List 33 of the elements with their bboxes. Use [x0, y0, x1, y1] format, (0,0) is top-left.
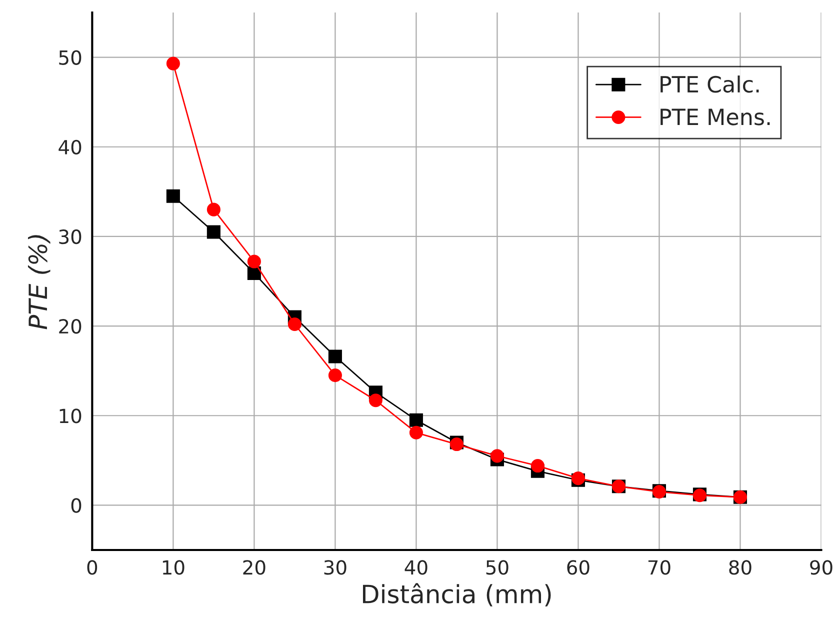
- x-tick-label: 50: [486, 560, 508, 575]
- point: [247, 254, 261, 268]
- point: [409, 426, 423, 440]
- point: [206, 225, 220, 239]
- point: [328, 368, 342, 382]
- point: [490, 449, 504, 463]
- point: [206, 202, 220, 216]
- legend-label: PTE Mens.: [660, 108, 770, 126]
- x-tick-label: 10: [162, 560, 184, 575]
- point: [530, 459, 544, 473]
- x-tick-label: 60: [567, 560, 590, 575]
- point: [328, 350, 342, 364]
- y-tick-label: 0: [71, 498, 82, 513]
- point: [288, 317, 302, 332]
- x-tick-label: 0: [87, 560, 98, 575]
- y-axis-title: PTE (%): [28, 235, 50, 330]
- x-tick-label: 20: [243, 560, 266, 575]
- x-tick-label: 70: [648, 560, 670, 575]
- point: [368, 394, 382, 408]
- point: [409, 413, 423, 427]
- y-tick-label: 40: [58, 140, 82, 155]
- x-axis-title: Distância (mm): [362, 583, 551, 606]
- y-tick-label: 20: [59, 319, 82, 334]
- y-tick-label: 10: [60, 408, 82, 424]
- point: [166, 56, 180, 70]
- y-tick-label: 50: [59, 50, 82, 65]
- x-tick-label: 90: [810, 560, 832, 575]
- y-tick-label: 30: [59, 229, 82, 244]
- legend-label: PTE Calc.: [660, 76, 759, 93]
- point: [166, 189, 180, 203]
- x-tick-label: 40: [404, 560, 428, 575]
- x-tick-label: 80: [729, 560, 752, 575]
- x-tick-label: 30: [324, 560, 346, 575]
